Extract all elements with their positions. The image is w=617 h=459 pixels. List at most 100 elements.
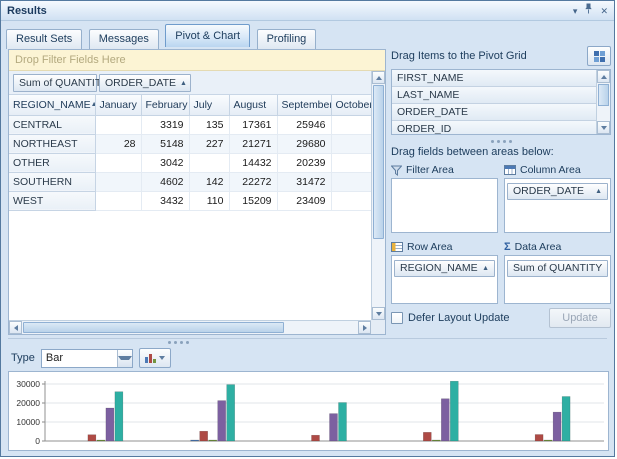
- grid-layout-icon: [593, 50, 605, 62]
- splitter-grip-icon[interactable]: [168, 341, 189, 344]
- pivot-cell: 4602: [141, 172, 190, 192]
- pivot-cell: 23409: [277, 191, 332, 211]
- column-header[interactable]: September: [277, 95, 332, 116]
- list-resize-grip[interactable]: [391, 138, 611, 144]
- titlebar-icons: ▾ ✕: [573, 3, 608, 18]
- scroll-down-icon[interactable]: [372, 307, 385, 320]
- scroll-right-icon[interactable]: [358, 321, 371, 334]
- row-area-box[interactable]: REGION_NAME ▲: [391, 255, 498, 304]
- pivot-row: SOUTHERN 4602 142 22272 31472: [9, 172, 371, 192]
- column-area-field-button[interactable]: ORDER_DATE ▲: [507, 182, 608, 200]
- pivot-cell: 110: [189, 191, 230, 211]
- row-area: Row Area REGION_NAME ▲: [391, 239, 498, 304]
- scroll-down-icon[interactable]: [597, 121, 610, 134]
- tab-pivot-chart[interactable]: Pivot & Chart: [165, 24, 251, 47]
- sort-asc-icon: ▲: [482, 264, 489, 272]
- defer-layout-checkbox[interactable]: [391, 312, 403, 324]
- data-field-button[interactable]: Sum of QUANTITY: [13, 74, 108, 92]
- scroll-up-icon[interactable]: [597, 70, 610, 83]
- row-area-icon: [391, 242, 403, 252]
- filter-area-header: Filter Area: [391, 162, 498, 178]
- column-area: Column Area ORDER_DATE ▲: [504, 162, 611, 233]
- chart-type-value: Bar: [45, 352, 63, 364]
- field-list-item[interactable]: LAST_NAME: [392, 87, 610, 104]
- row-field-button[interactable]: REGION_NAME▲: [9, 95, 96, 116]
- pivot-cell: 14432: [229, 153, 278, 173]
- column-header[interactable]: January: [95, 95, 142, 116]
- scroll-up-icon[interactable]: [372, 71, 385, 84]
- row-header[interactable]: WEST: [9, 191, 96, 211]
- pivot-cell: 227: [189, 134, 230, 154]
- row-area-field-button[interactable]: REGION_NAME ▲: [394, 259, 495, 277]
- filter-area: Filter Area: [391, 162, 498, 233]
- data-area-header: Σ Data Area: [504, 239, 611, 255]
- pivot-cell: [95, 115, 142, 135]
- close-icon[interactable]: ✕: [600, 5, 608, 16]
- column-header[interactable]: August: [229, 95, 278, 116]
- sort-asc-icon: ▲: [91, 101, 94, 108]
- horizontal-scrollbar[interactable]: [9, 320, 371, 334]
- defer-layout-label: Defer Layout Update: [408, 312, 510, 324]
- column-field-label: ORDER_DATE: [105, 77, 176, 89]
- vertical-scrollbar[interactable]: [371, 71, 385, 320]
- pivot-cell: [331, 153, 371, 173]
- sigma-icon: Σ: [504, 241, 511, 253]
- window-menu-icon[interactable]: ▾: [572, 5, 578, 16]
- chart-options-button[interactable]: [138, 348, 171, 368]
- field-list-item[interactable]: ORDER_ID: [392, 121, 610, 134]
- field-list-scrollbar[interactable]: [596, 70, 610, 134]
- field-chooser-layout-button[interactable]: [587, 46, 611, 66]
- pivot-cell: 3432: [141, 191, 190, 211]
- pivot-table-area: REGION_NAME▲ January February July Augus…: [9, 95, 371, 320]
- bar-chart: 0 10000 20000 30000: [16, 379, 604, 446]
- update-button[interactable]: Update: [549, 308, 611, 328]
- pivot-row: OTHER 3042 14432 20239: [9, 153, 371, 173]
- column-header[interactable]: February: [141, 95, 190, 116]
- pin-icon[interactable]: [584, 3, 593, 18]
- pivot-cell: [331, 172, 371, 192]
- row-header[interactable]: SOUTHERN: [9, 172, 96, 192]
- drag-fields-label: Drag fields between areas below:: [391, 146, 554, 158]
- pivot-cell: 3319: [141, 115, 190, 135]
- scroll-left-icon[interactable]: [9, 321, 22, 334]
- pivot-row: NORTHEAST 28 5148 227 21271 29680: [9, 134, 371, 154]
- pivot-header-row: REGION_NAME▲ January February July Augus…: [9, 95, 371, 116]
- field-list-scroll-thumb[interactable]: [598, 84, 609, 106]
- horizontal-scroll-thumb[interactable]: [23, 322, 284, 333]
- pivot-cell: [95, 153, 142, 173]
- column-area-box[interactable]: ORDER_DATE ▲: [504, 178, 611, 233]
- data-area-field-button[interactable]: Sum of QUANTITY: [507, 259, 608, 277]
- data-area-box[interactable]: Sum of QUANTITY: [504, 255, 611, 304]
- row-header[interactable]: CENTRAL: [9, 115, 96, 135]
- pivot-cell: 29680: [277, 134, 332, 154]
- pivot-cell: 3042: [141, 153, 190, 173]
- field-list-item[interactable]: ORDER_DATE: [392, 104, 610, 121]
- panel-title: Results: [7, 4, 47, 17]
- tab-profiling[interactable]: Profiling: [256, 29, 317, 49]
- pivot-grid: Drop Filter Fields Here Sum of QUANTITY …: [8, 49, 386, 335]
- svg-text:10000: 10000: [16, 417, 40, 427]
- tab-result-sets[interactable]: Result Sets: [6, 29, 83, 49]
- field-chooser-header: Drag Items to the Pivot Grid: [391, 45, 611, 67]
- sort-asc-icon: ▲: [179, 79, 187, 87]
- column-field-button[interactable]: ORDER_DATE ▲: [99, 74, 191, 92]
- column-header[interactable]: October: [331, 95, 371, 116]
- pivot-field-row: Sum of QUANTITY ORDER_DATE ▲: [9, 71, 385, 95]
- pivot-cell: 20239: [277, 153, 332, 173]
- pivot-cell: [331, 115, 371, 135]
- tab-messages[interactable]: Messages: [88, 29, 159, 49]
- pivot-cell: [331, 134, 371, 154]
- row-header[interactable]: OTHER: [9, 153, 96, 173]
- row-header[interactable]: NORTHEAST: [9, 134, 96, 154]
- field-list-item[interactable]: FIRST_NAME: [392, 70, 610, 87]
- filter-area-box[interactable]: [391, 178, 498, 233]
- chart-type-select[interactable]: Bar: [40, 348, 133, 368]
- column-header[interactable]: July: [189, 95, 230, 116]
- chevron-down-icon[interactable]: [116, 349, 132, 367]
- vertical-scroll-thumb[interactable]: [373, 85, 384, 240]
- pivot-cell: 22272: [229, 172, 278, 192]
- filter-drop-zone[interactable]: Drop Filter Fields Here: [9, 50, 385, 71]
- horizontal-splitter[interactable]: [8, 338, 607, 346]
- column-area-label: Column Area: [520, 164, 581, 176]
- pivot-cell: [95, 172, 142, 192]
